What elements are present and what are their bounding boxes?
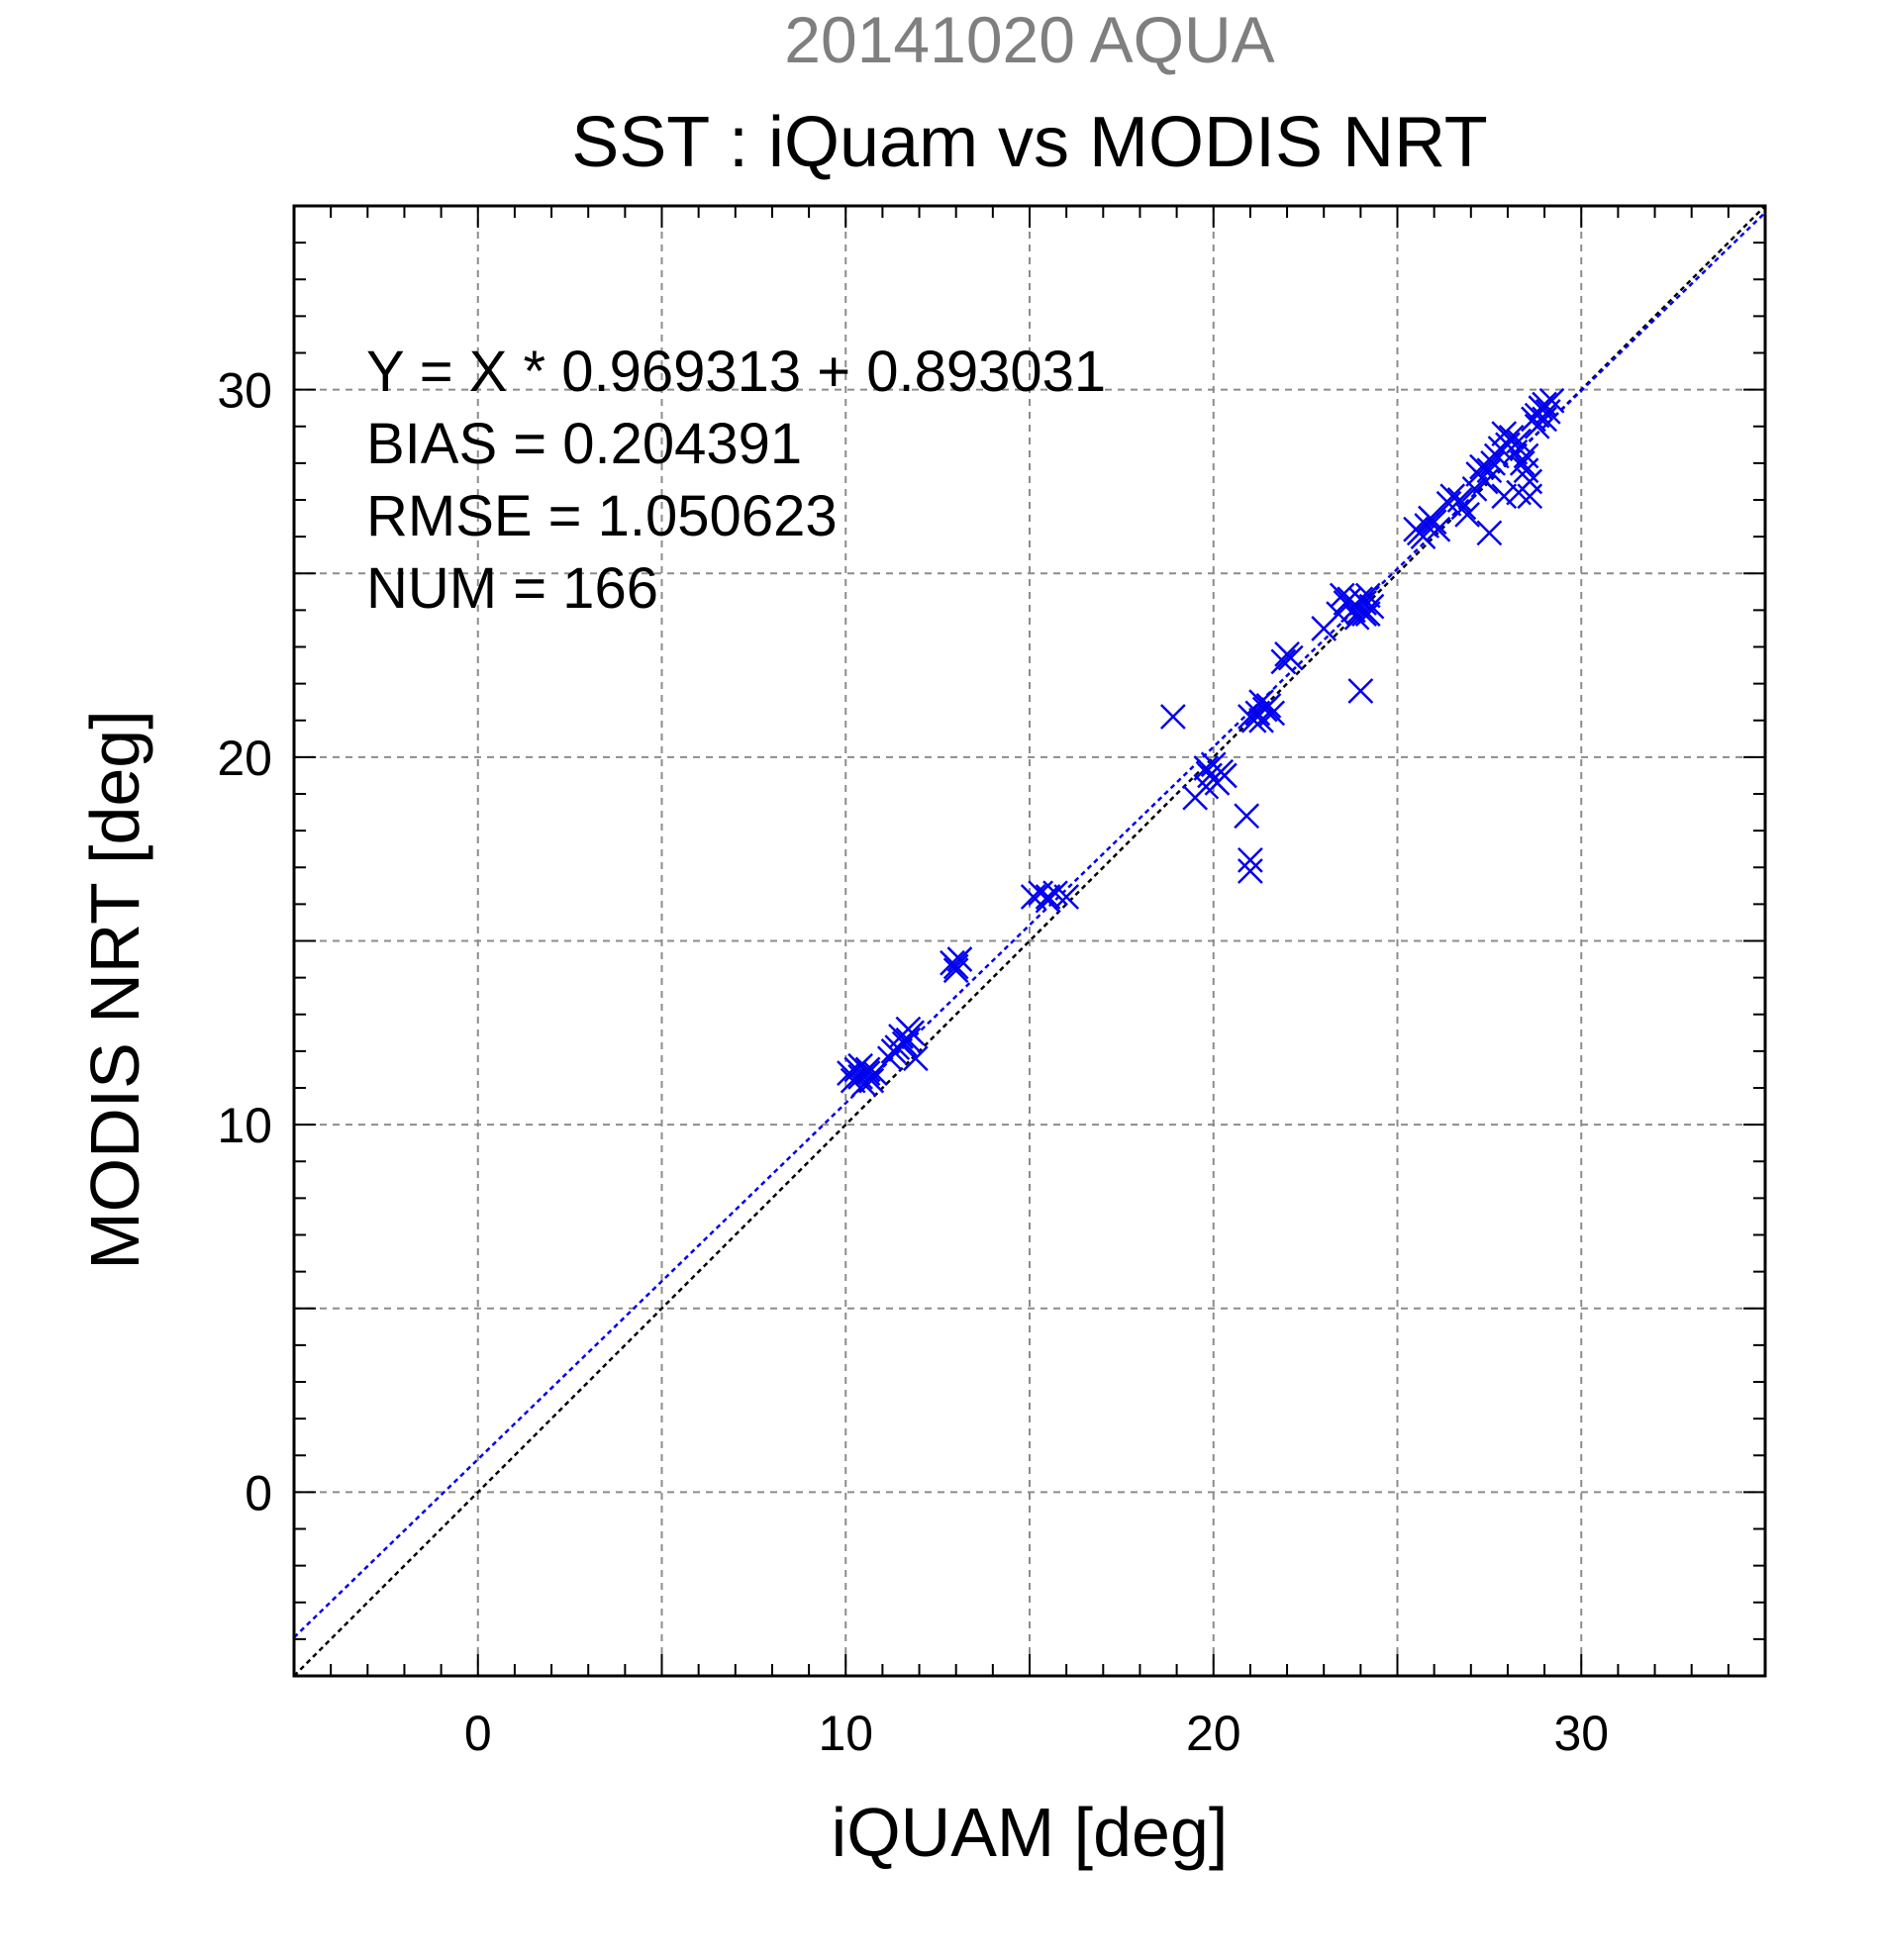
data-point: [902, 1045, 929, 1072]
chart-supertitle: 20141020 AQUA: [784, 3, 1274, 76]
y-tick-label: 30: [217, 363, 272, 419]
stats-line: Y = X * 0.969313 + 0.893031: [366, 340, 1106, 404]
data-point: [1240, 707, 1267, 734]
stats-line: BIAS = 0.204391: [366, 412, 802, 476]
y-tick-label: 20: [217, 731, 272, 786]
data-point: [1259, 700, 1286, 727]
data-point: [1193, 755, 1220, 781]
data-point: [1347, 678, 1374, 704]
data-point: [1538, 387, 1565, 414]
stats-line: RMSE = 1.050623: [366, 484, 838, 548]
y-axis-title: MODIS NRT [deg]: [76, 710, 153, 1269]
data-point: [1238, 858, 1263, 884]
x-tick-label: 20: [1186, 1706, 1241, 1761]
stats-line: NUM = 166: [366, 556, 658, 621]
data-point: [1446, 487, 1473, 513]
data-point: [1517, 483, 1543, 510]
data-point: [895, 1027, 922, 1053]
data-point: [1421, 509, 1447, 536]
data-point: [1461, 475, 1488, 502]
chart-title: SST : iQuam vs MODIS NRT: [571, 103, 1488, 182]
data-point: [1212, 762, 1238, 789]
data-point: [1354, 601, 1381, 627]
data-point: [1425, 516, 1451, 542]
data-point: [1238, 846, 1263, 873]
data-point: [1193, 773, 1220, 800]
data-point: [1506, 428, 1532, 454]
data-point: [1532, 406, 1557, 433]
x-tick-label: 10: [818, 1706, 873, 1761]
data-point: [880, 1037, 907, 1064]
stats-box: Y = X * 0.969313 + 0.893031 BIAS = 0.2043…: [366, 340, 1106, 621]
data-point: [942, 957, 969, 984]
data-point: [847, 1052, 873, 1079]
regression-line: [293, 211, 1766, 1639]
y-tick-label: 0: [245, 1465, 272, 1520]
data-point: [1035, 887, 1061, 914]
data-point: [1410, 524, 1436, 550]
grid: [294, 206, 1765, 1676]
x-axis-title: iQUAM [deg]: [832, 1794, 1229, 1871]
data-point: [1234, 803, 1260, 830]
data-points: [837, 387, 1565, 1098]
data-point: [1498, 425, 1525, 450]
data-point: [1491, 483, 1518, 510]
data-point: [854, 1056, 881, 1083]
data-point: [1480, 449, 1506, 476]
data-point: [1160, 704, 1186, 730]
plot-frame: [292, 204, 1767, 1678]
tick-labels: 0 10 20 30 0 10 20 30: [217, 363, 1609, 1761]
data-point: [1358, 593, 1385, 620]
x-tick-label: 30: [1553, 1706, 1609, 1761]
data-point: [1454, 501, 1480, 528]
data-point: [1509, 449, 1535, 476]
data-point: [1476, 520, 1503, 546]
data-point: [1513, 442, 1539, 469]
data-point: [1020, 884, 1046, 910]
data-point: [1035, 884, 1061, 910]
data-point: [1329, 582, 1355, 609]
axis-ticks: [294, 206, 1765, 1676]
x-tick-label: 0: [464, 1706, 492, 1761]
data-point: [942, 953, 969, 980]
y-tick-label: 10: [217, 1098, 272, 1153]
data-point: [1476, 457, 1503, 484]
data-point: [1450, 494, 1477, 521]
data-point: [1277, 644, 1304, 671]
data-point: [1270, 648, 1297, 675]
